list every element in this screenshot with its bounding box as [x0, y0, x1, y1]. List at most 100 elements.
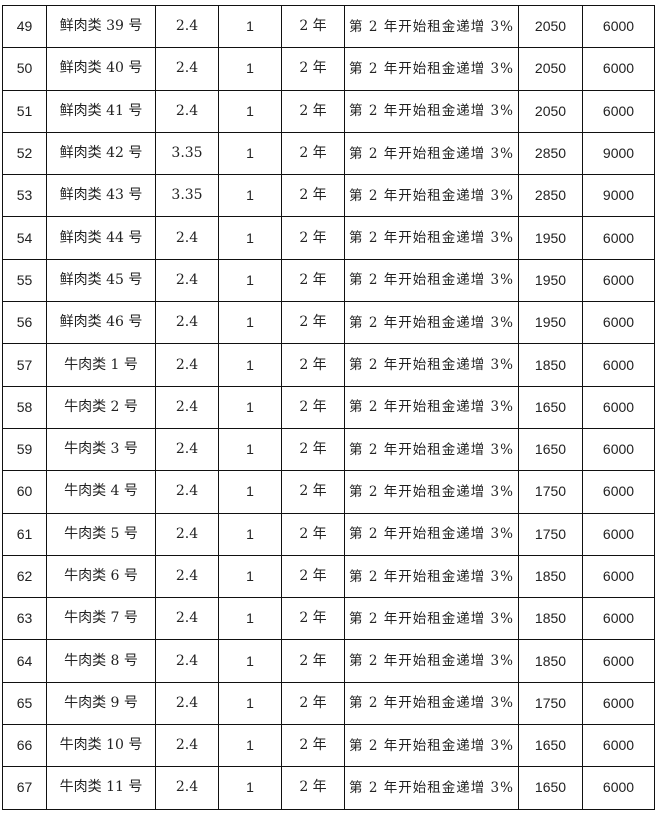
row-number-cell: 55 — [2, 258, 47, 303]
stall-name-cell: 鲜肉类 44 号 — [46, 216, 156, 260]
area-cell: 2.4 — [155, 724, 219, 768]
area-cell: 2.4 — [155, 89, 219, 133]
table-row: 55 鲜肉类 45 号 2.4 1 2 年第 2 年开始租金递增 3% 1950 6000 — [2, 258, 655, 303]
deposit-cell: 6000 — [582, 216, 655, 260]
area-cell: 3.35 — [155, 131, 219, 176]
row-number-cell: 49 — [2, 4, 47, 49]
deposit-cell: 9000 — [582, 131, 655, 176]
table-row: 66 牛肉类 10 号 2.4 1 2 年第 2 年开始租金递增 3% 1650 6000 — [2, 724, 655, 768]
lease-term-cell: 2 年 — [281, 343, 345, 387]
rent-cell: 1950 — [518, 258, 583, 303]
rent-cell: 1650 — [518, 724, 583, 768]
stall-name-cell: 牛肉类 10 号 — [46, 724, 156, 768]
table-row: 56 鲜肉类 46 号 2.4 1 2 年第 2 年开始租金递增 3% 1950 6000 — [2, 301, 655, 345]
area-cell: 2.4 — [155, 47, 219, 91]
row-number-cell: 61 — [2, 512, 47, 556]
lease-term-cell: 2 年 — [281, 724, 345, 768]
rent-cell: 1650 — [518, 766, 583, 810]
row-number-cell: 57 — [2, 343, 47, 387]
stall-name-cell: 牛肉类 5 号 — [46, 512, 156, 556]
stall-name-cell: 牛肉类 4 号 — [46, 470, 156, 514]
lease-term-cell: 2 年 — [281, 47, 345, 91]
deposit-cell: 6000 — [582, 681, 655, 726]
quantity-cell: 1 — [218, 766, 282, 810]
quantity-cell: 1 — [218, 470, 282, 514]
deposit-cell: 6000 — [582, 343, 655, 387]
quantity-cell: 1 — [218, 258, 282, 303]
table-row: 50 鲜肉类 40 号 2.4 1 2 年第 2 年开始租金递增 3% 2050 6000 — [2, 47, 655, 91]
stall-name-cell: 鲜肉类 41 号 — [46, 89, 156, 133]
area-cell: 2.4 — [155, 216, 219, 260]
quantity-cell: 1 — [218, 343, 282, 387]
area-cell: 2.4 — [155, 427, 219, 472]
deposit-cell: 6000 — [582, 512, 655, 556]
stall-name-cell: 牛肉类 1 号 — [46, 343, 156, 387]
rent-cell: 1750 — [518, 470, 583, 514]
quantity-cell: 1 — [218, 427, 282, 472]
rent-note-cell: 第 2 年开始租金递增 3% — [344, 301, 519, 345]
rent-cell: 2850 — [518, 131, 583, 176]
area-cell: 2.4 — [155, 597, 219, 641]
table-row: 65 牛肉类 9 号 2.4 1 2 年第 2 年开始租金递增 3% 1750 6000 — [2, 681, 655, 726]
lease-term-cell: 2 年 — [281, 131, 345, 176]
table-row: 52 鲜肉类 42 号 3.35 1 2 年第 2 年开始租金递增 3% 2850 9000 — [2, 131, 655, 176]
rent-cell: 1750 — [518, 681, 583, 726]
deposit-cell: 6000 — [582, 89, 655, 133]
stall-name-cell: 牛肉类 8 号 — [46, 639, 156, 683]
deposit-cell: 9000 — [582, 174, 655, 218]
deposit-cell: 6000 — [582, 4, 655, 49]
rent-note-cell: 第 2 年开始租金递增 3% — [344, 258, 519, 303]
lease-term-cell: 2 年 — [281, 470, 345, 514]
row-number-cell: 51 — [2, 89, 47, 133]
area-cell: 2.4 — [155, 512, 219, 556]
rent-cell: 2050 — [518, 47, 583, 91]
area-cell: 2.4 — [155, 766, 219, 810]
rent-note-cell: 第 2 年开始租金递增 3% — [344, 427, 519, 472]
rent-note-cell: 第 2 年开始租金递增 3% — [344, 216, 519, 260]
deposit-cell: 6000 — [582, 258, 655, 303]
deposit-cell: 6000 — [582, 554, 655, 599]
table-row: 67 牛肉类 11 号 2.4 1 2 年第 2 年开始租金递增 3% 1650 6000 — [2, 766, 655, 810]
row-number-cell: 63 — [2, 597, 47, 641]
quantity-cell: 1 — [218, 385, 282, 429]
table-row: 53 鲜肉类 43 号 3.35 1 2 年第 2 年开始租金递增 3% 2850 9000 — [2, 174, 655, 218]
table-row: 54 鲜肉类 44 号 2.4 1 2 年第 2 年开始租金递增 3% 1950 6000 — [2, 216, 655, 260]
row-number-cell: 66 — [2, 724, 47, 768]
table-row: 61 牛肉类 5 号 2.4 1 2 年第 2 年开始租金递增 3% 1750 6000 — [2, 512, 655, 556]
deposit-cell: 6000 — [582, 724, 655, 768]
quantity-cell: 1 — [218, 131, 282, 176]
stall-name-cell: 鲜肉类 45 号 — [46, 258, 156, 303]
rent-note-cell: 第 2 年开始租金递增 3% — [344, 385, 519, 429]
row-number-cell: 58 — [2, 385, 47, 429]
deposit-cell: 6000 — [582, 427, 655, 472]
stall-name-cell: 鲜肉类 40 号 — [46, 47, 156, 91]
deposit-cell: 6000 — [582, 301, 655, 345]
rent-cell: 1650 — [518, 427, 583, 472]
table-row: 49 鲜肉类 39 号 2.4 1 2 年第 2 年开始租金递增 3% 2050 6000 — [2, 4, 655, 49]
quantity-cell: 1 — [218, 554, 282, 599]
row-number-cell: 56 — [2, 301, 47, 345]
rent-cell: 1850 — [518, 639, 583, 683]
deposit-cell: 6000 — [582, 385, 655, 429]
rent-note-cell: 第 2 年开始租金递增 3% — [344, 639, 519, 683]
table-row: 57 牛肉类 1 号 2.4 1 2 年第 2 年开始租金递增 3% 1850 6000 — [2, 343, 655, 387]
rent-note-cell: 第 2 年开始租金递增 3% — [344, 470, 519, 514]
deposit-cell: 6000 — [582, 766, 655, 810]
rent-cell: 2850 — [518, 174, 583, 218]
stall-rental-table: 49 鲜肉类 39 号 2.4 1 2 年第 2 年开始租金递增 3% 2050 6000 5… — [2, 4, 655, 810]
quantity-cell: 1 — [218, 512, 282, 556]
area-cell: 2.4 — [155, 681, 219, 726]
lease-term-cell: 2 年 — [281, 258, 345, 303]
quantity-cell: 1 — [218, 89, 282, 133]
row-number-cell: 53 — [2, 174, 47, 218]
quantity-cell: 1 — [218, 639, 282, 683]
stall-name-cell: 牛肉类 11 号 — [46, 766, 156, 810]
stall-name-cell: 牛肉类 9 号 — [46, 681, 156, 726]
row-number-cell: 62 — [2, 554, 47, 599]
area-cell: 2.4 — [155, 554, 219, 599]
stall-name-cell: 牛肉类 6 号 — [46, 554, 156, 599]
stall-name-cell: 鲜肉类 46 号 — [46, 301, 156, 345]
lease-term-cell: 2 年 — [281, 174, 345, 218]
rent-note-cell: 第 2 年开始租金递增 3% — [344, 512, 519, 556]
area-cell: 2.4 — [155, 385, 219, 429]
